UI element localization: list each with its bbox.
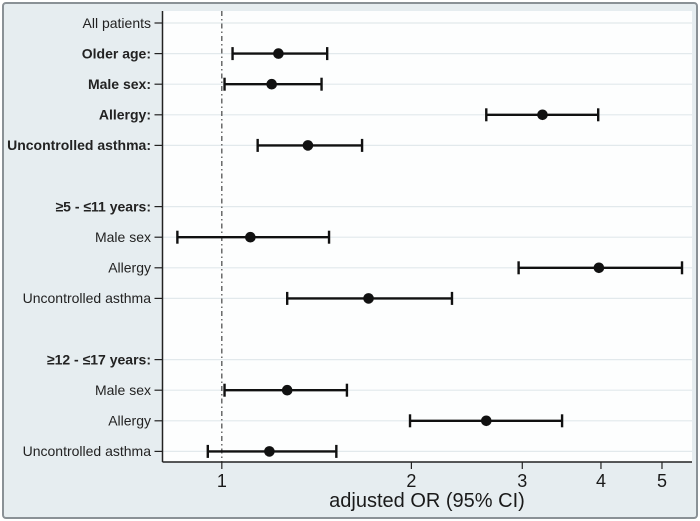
row-label: Male sex — [95, 382, 151, 398]
row-label: ≥5 - ≤11 years: — [55, 198, 151, 214]
x-tick-label: 2 — [406, 471, 416, 491]
row-label: Uncontrolled asthma — [23, 443, 152, 459]
point-estimate — [266, 78, 277, 90]
row-label: All patients — [83, 15, 151, 31]
x-tick-label: 5 — [657, 471, 667, 491]
x-tick-label: 1 — [217, 471, 227, 491]
x-tick-label: 3 — [517, 471, 527, 491]
row-label: Uncontrolled asthma: — [7, 137, 151, 153]
row-label: Older age: — [82, 45, 151, 61]
point-estimate — [593, 262, 605, 274]
x-axis-title: adjusted OR (95% CI) — [329, 490, 525, 512]
row-label: Male sex — [95, 229, 151, 245]
point-estimate — [273, 48, 284, 59]
row-label: Allergy — [108, 413, 151, 429]
row-label: Allergy — [108, 260, 151, 276]
x-tick-label: 4 — [596, 471, 606, 491]
row-label: Uncontrolled asthma — [23, 290, 152, 306]
row-label: ≥12 - ≤17 years: — [47, 351, 151, 367]
row-label: Male sex: — [88, 76, 151, 92]
row-label: Allergy: — [99, 107, 151, 123]
point-estimate — [245, 231, 256, 243]
point-estimate — [363, 293, 374, 304]
point-estimate — [480, 415, 492, 427]
point-estimate — [264, 446, 275, 457]
point-estimate — [537, 109, 548, 121]
point-estimate — [302, 140, 314, 151]
point-estimate — [281, 384, 293, 396]
